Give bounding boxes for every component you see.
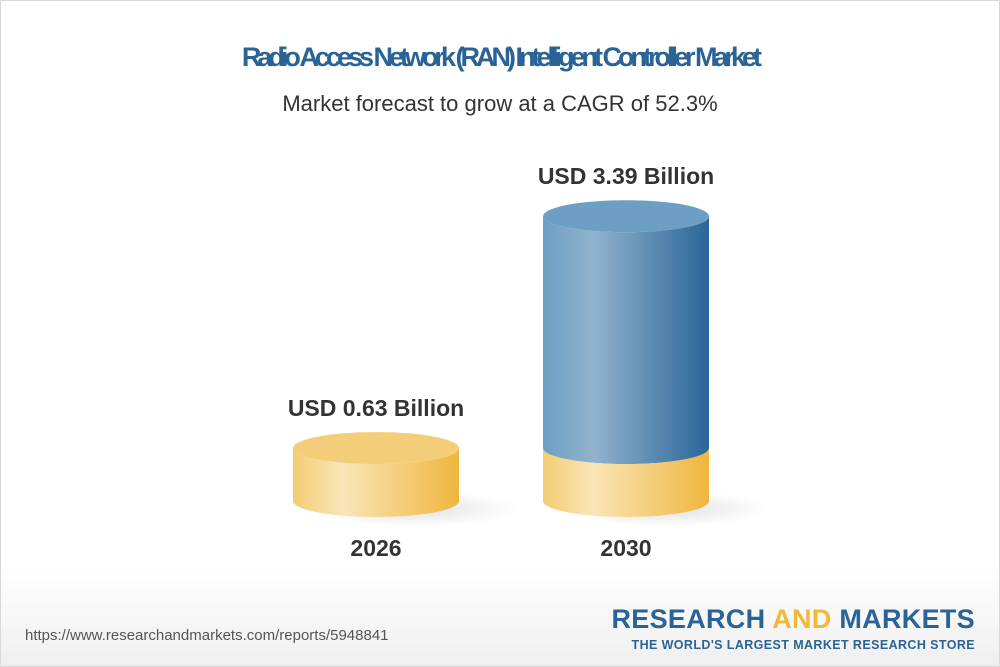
chart-title: Radio Access Network (RAN) Intelligent C… — [241, 42, 762, 72]
brand-tagline: THE WORLD'S LARGEST MARKET RESEARCH STOR… — [631, 638, 975, 652]
category-label: 2026 — [350, 535, 401, 561]
source-url[interactable]: https://www.researchandmarkets.com/repor… — [25, 627, 389, 644]
bar-2030-growth-body — [543, 216, 709, 465]
bar-2026-top — [293, 432, 459, 465]
bar-2026-body — [293, 448, 459, 517]
data-label: USD 3.39 Billion — [538, 163, 714, 189]
plot-area: USD 0.63 Billion 2026 USD 3.39 Billion 2030 — [288, 163, 769, 561]
category-label: 2030 — [600, 535, 651, 561]
bar-2030-growth-top — [543, 200, 709, 233]
chart-subtitle: Market forecast to grow at a CAGR of 52.… — [282, 91, 718, 116]
data-label: USD 0.63 Billion — [288, 395, 464, 421]
bar-2030-base-body — [543, 448, 709, 517]
brand-logo: RESEARCH AND MARKETS — [611, 604, 975, 634]
